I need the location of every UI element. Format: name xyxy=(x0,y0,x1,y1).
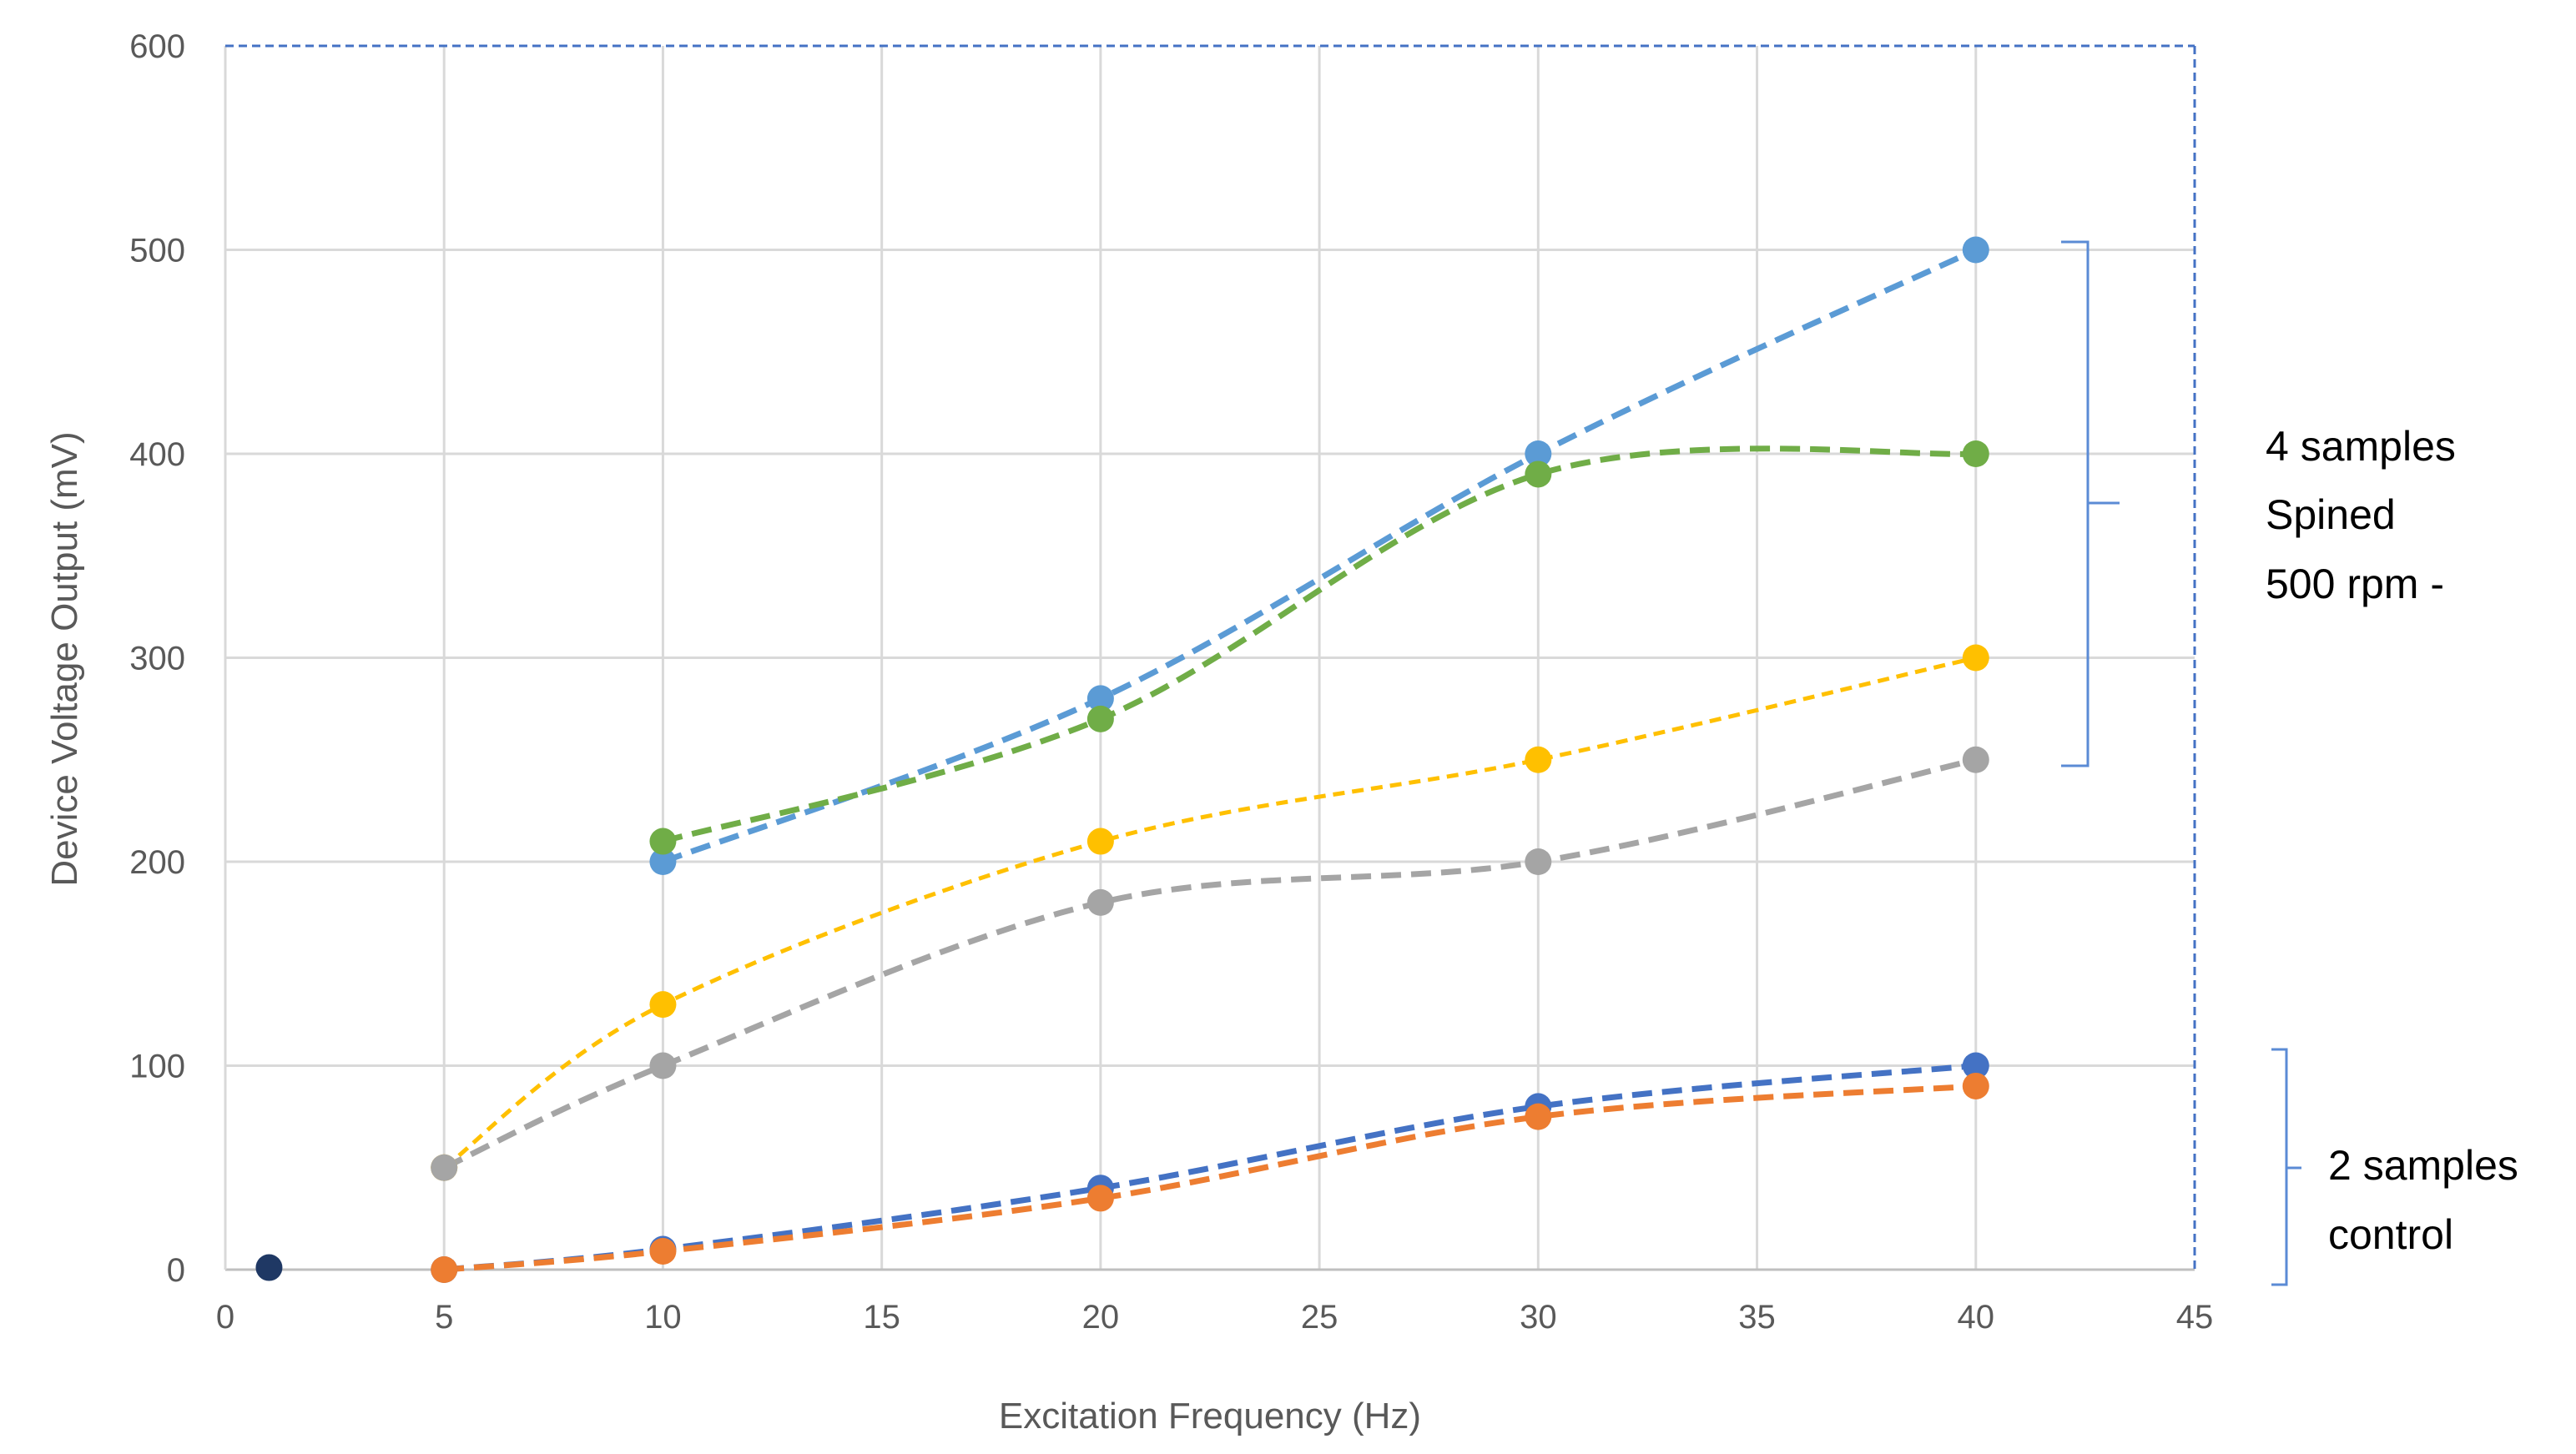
series-lines xyxy=(442,247,1978,1273)
data-point-sample-c xyxy=(649,991,677,1019)
data-point-sample-c xyxy=(1962,644,1989,672)
y-tick-label: 500 xyxy=(129,233,185,269)
series-line-control-b xyxy=(443,1083,1977,1273)
series-line-control-a xyxy=(443,1063,1977,1273)
y-tick-label: 0 xyxy=(167,1252,185,1289)
control-annotation-line2: control xyxy=(2328,1211,2453,1258)
data-point-sample-b xyxy=(1086,705,1114,732)
x-tick-label: 0 xyxy=(216,1299,234,1336)
data-point-control-b xyxy=(431,1256,458,1283)
spun-annotation-line1: 4 samples xyxy=(2266,423,2456,470)
data-point-sample-d xyxy=(431,1154,458,1181)
y-tick-label: 400 xyxy=(129,436,185,473)
spun-annotation-line2: Spined xyxy=(2266,491,2396,538)
x-tick-label: 5 xyxy=(435,1299,453,1336)
spun-samples-bracket xyxy=(2061,240,2120,767)
data-point-sample-a xyxy=(1086,685,1114,712)
y-tick-label: 600 xyxy=(129,28,185,65)
data-point-control-b xyxy=(1086,1185,1114,1212)
data-point-control-b xyxy=(1962,1072,1989,1099)
x-tick-labels: 0 5 10 15 20 25 30 35 40 45 xyxy=(216,1299,2213,1336)
grid-lines xyxy=(225,46,2195,1270)
x-tick-label: 30 xyxy=(1520,1299,1557,1336)
data-point-sample-d xyxy=(649,1052,677,1079)
y-tick-labels: 0 100 200 300 400 500 600 xyxy=(129,28,185,1289)
series-line-sample-d xyxy=(442,757,1977,1170)
data-point-control-a xyxy=(1962,1052,1989,1079)
x-tick-label: 25 xyxy=(1301,1299,1338,1336)
data-point-sample-b xyxy=(1525,460,1552,488)
x-tick-label: 10 xyxy=(644,1299,682,1336)
data-point-sample-a xyxy=(1962,236,1989,264)
axes xyxy=(224,44,2196,1271)
data-point-sample-d xyxy=(1086,888,1114,916)
x-tick-label: 20 xyxy=(1082,1299,1120,1336)
x-tick-label: 15 xyxy=(863,1299,900,1336)
x-tick-label: 40 xyxy=(1958,1299,1995,1336)
data-point-sample-a xyxy=(649,848,677,875)
series-points xyxy=(255,236,1989,1283)
y-tick-label: 200 xyxy=(129,844,185,881)
x-tick-label: 45 xyxy=(2176,1299,2214,1336)
control-annotation-line1: 2 samples xyxy=(2328,1142,2518,1189)
series-line-sample-c xyxy=(442,656,1977,1170)
data-point-sample-d xyxy=(1962,746,1989,773)
data-point-sample-b xyxy=(649,828,677,855)
data-point-sample-d xyxy=(1525,848,1552,875)
y-axis-title: Device Voltage Output (mV) xyxy=(44,431,85,886)
x-axis-title: Excitation Frequency (Hz) xyxy=(999,1396,1421,1436)
data-point-sample-a xyxy=(1525,440,1552,467)
series-line-sample-a xyxy=(662,247,1978,865)
series-line-sample-b xyxy=(662,445,1976,844)
data-point-sample-c xyxy=(1525,746,1552,773)
data-point-control-b xyxy=(649,1237,677,1265)
y-tick-label: 100 xyxy=(129,1049,185,1085)
data-point-sample-c xyxy=(1086,828,1114,855)
control-samples-bracket xyxy=(2271,1048,2301,1286)
x-tick-label: 35 xyxy=(1738,1299,1776,1336)
data-point-sample-b xyxy=(1962,440,1989,467)
data-point-origin-point xyxy=(255,1254,283,1281)
spun-annotation-line3: 500 rpm - xyxy=(2266,561,2444,607)
y-tick-label: 300 xyxy=(129,641,185,677)
data-point-control-b xyxy=(1525,1103,1552,1130)
